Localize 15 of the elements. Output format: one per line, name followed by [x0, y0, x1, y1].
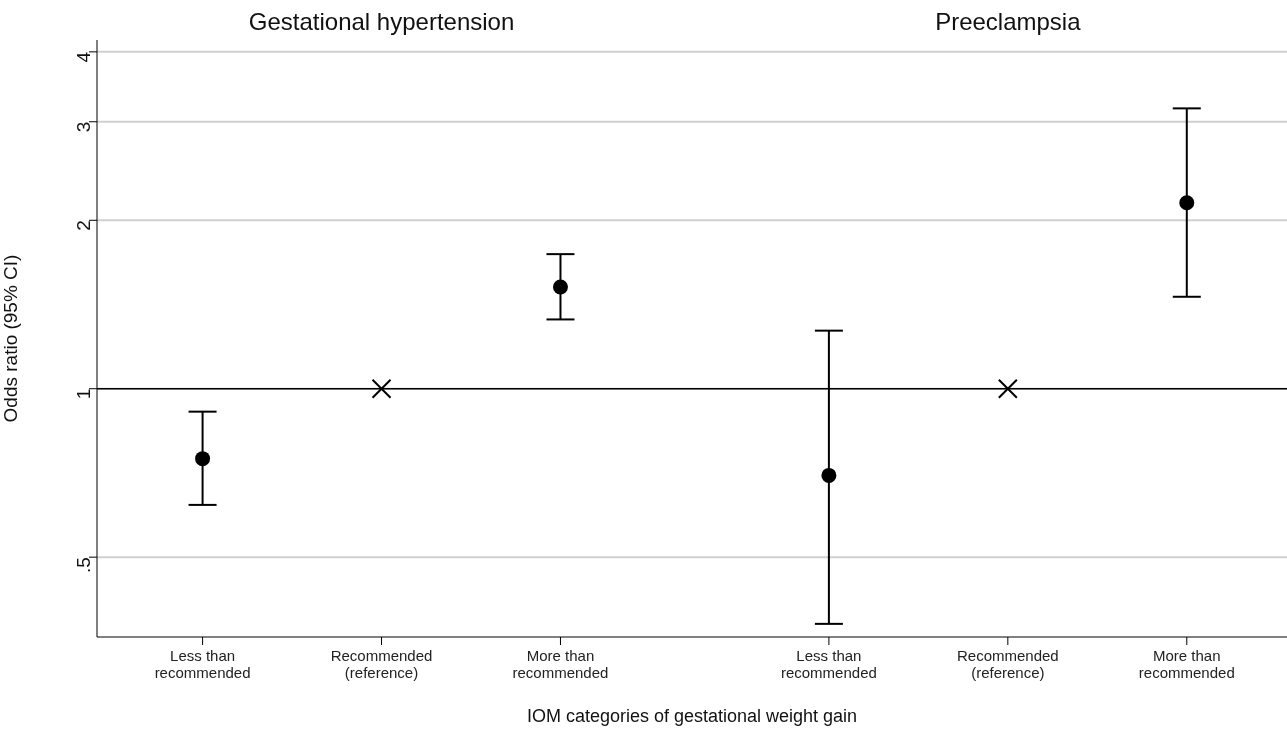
text: Gestational hypertension — [247, 8, 516, 36]
x-tick-label: Less than recommended — [154, 647, 251, 681]
y-tick-label: 2 — [72, 220, 94, 231]
text: Preeclampsia — [934, 8, 1082, 36]
x-axis-title: IOM categories of gestational weight gain — [526, 706, 858, 726]
y-tick-label: 3 — [72, 121, 94, 133]
y-axis-title: Odds ratio (95% CI) — [0, 254, 21, 423]
x-tick-label: More than recommended — [512, 647, 609, 681]
x-tick-label: More than recommended — [1138, 647, 1235, 681]
y-tick-label: 4 — [72, 51, 94, 63]
x-tick-label: Recommended (reference) — [330, 647, 433, 681]
y-tick-label: 1 — [72, 388, 94, 400]
x-tick-label: Less than recommended — [780, 647, 877, 681]
y-tick-label: .5 — [72, 557, 94, 574]
x-tick-label: Recommended (reference) — [956, 647, 1059, 681]
